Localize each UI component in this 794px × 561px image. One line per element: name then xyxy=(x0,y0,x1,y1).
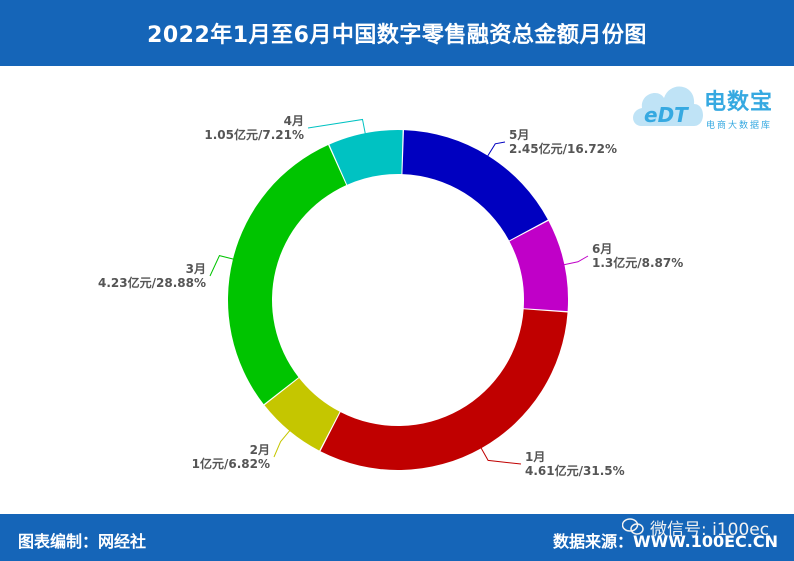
slice-value: 1.05亿元/7.21% xyxy=(204,128,304,142)
slice-label-6: 6月 1.3亿元/8.87% xyxy=(592,242,683,270)
slice-6 xyxy=(509,220,568,312)
leader-line-2 xyxy=(273,427,293,458)
slice-2 xyxy=(264,378,340,451)
leader-line-4 xyxy=(307,118,367,138)
slice-4 xyxy=(329,130,403,185)
footer-bar: 图表编制：网经社 数据来源：WWW.100EC.CN xyxy=(0,514,794,561)
slice-month: 6月 xyxy=(592,242,613,256)
slice-value: 1.3亿元/8.87% xyxy=(592,256,684,270)
slice-label-1: 1月 4.61亿元/31.5% xyxy=(525,450,625,478)
wechat-icon xyxy=(622,518,644,535)
slice-value: 4.23亿元/28.88% xyxy=(98,276,206,290)
leader-line-1 xyxy=(478,444,522,465)
slice-label-5: 5月 2.45亿元/16.72% xyxy=(509,128,617,156)
leader-line-3 xyxy=(209,255,238,277)
leader-line-5 xyxy=(485,141,506,160)
cloud-logo-icon: eDT xyxy=(633,86,703,127)
slice-label-2: 2月 1亿元/6.82% xyxy=(180,443,270,471)
logo-subtitle: 电商大数据库 xyxy=(706,121,773,131)
slice-3 xyxy=(227,145,347,405)
slice-month: 3月 xyxy=(185,262,206,276)
footer-source: 数据来源：WWW.100EC.CN xyxy=(552,532,778,551)
logo-brand: 电数宝 xyxy=(704,90,774,115)
slice-value: 2.45亿元/16.72% xyxy=(509,142,617,156)
slice-label-4: 4月 1.05亿元/7.21% xyxy=(184,114,304,142)
slice-5 xyxy=(402,130,548,241)
slice-value: 4.61亿元/31.5% xyxy=(525,464,625,478)
slice-label-3: 3月 4.23亿元/28.88% xyxy=(84,262,206,290)
slice-month: 2月 xyxy=(249,443,270,457)
chart-title: 2022年1月至6月中国数字零售融资总金额月份图 xyxy=(147,23,647,48)
leader-lines xyxy=(209,118,589,465)
logo: eDT 电数宝 电商大数据库 xyxy=(628,70,792,136)
slice-month: 5月 xyxy=(509,128,530,142)
slice-1 xyxy=(320,309,568,470)
wechat-watermark: 微信号: i100ec xyxy=(622,512,790,542)
footer-credit: 图表编制：网经社 xyxy=(18,532,147,551)
donut-slices xyxy=(227,130,568,470)
title-bar: 2022年1月至6月中国数字零售融资总金额月份图 xyxy=(0,0,794,66)
slice-month: 4月 xyxy=(283,114,304,128)
slice-month: 1月 xyxy=(525,450,546,464)
leader-line-6 xyxy=(560,255,589,267)
wechat-id: 微信号: i100ec xyxy=(650,519,770,540)
logo-mark: eDT xyxy=(644,103,689,127)
slice-value: 1亿元/6.82% xyxy=(191,457,270,471)
